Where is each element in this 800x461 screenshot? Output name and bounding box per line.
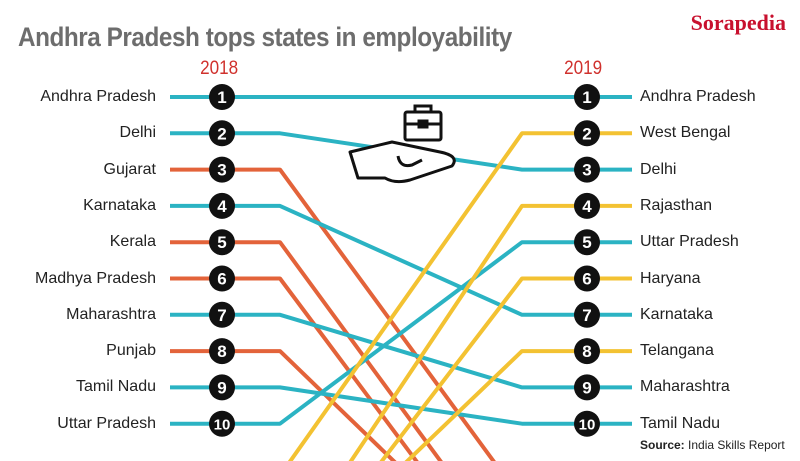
briefcase-icon — [403, 104, 443, 142]
source-text: India Skills Report — [688, 438, 785, 452]
source-label: Source: — [640, 438, 685, 452]
rank-number: 8 — [582, 342, 591, 361]
rank-number: 6 — [217, 270, 226, 289]
rank-badge-2019-6: 6 — [574, 265, 600, 292]
chart-title: Andhra Pradesh tops states in employabil… — [18, 22, 512, 52]
state-label-2019: West Bengal — [640, 124, 731, 142]
rank-badge-2018-3: 3 — [209, 156, 235, 183]
rank-badge-2018-9: 9 — [209, 374, 235, 401]
rank-badge-2018-8: 8 — [209, 338, 235, 365]
rank-number: 6 — [582, 270, 591, 289]
year-2019-label: 2019 — [564, 58, 603, 79]
rank-number: 4 — [217, 197, 227, 216]
rank-number: 5 — [217, 233, 226, 252]
state-label-2018: Uttar Pradesh — [57, 414, 156, 432]
rank-badge-2018-6: 6 — [209, 265, 235, 292]
rank-number: 3 — [582, 161, 591, 180]
rank-badge-2019-4: 4 — [574, 192, 600, 219]
line-gujarat — [170, 167, 496, 461]
rank-badge-2019-3: 3 — [574, 156, 600, 183]
line-tamil-nadu — [170, 385, 632, 426]
state-label-2019: Maharashtra — [640, 378, 730, 396]
rank-number: 5 — [582, 233, 591, 252]
state-label-2019: Delhi — [640, 160, 677, 178]
state-label-2019: Karnataka — [640, 305, 713, 323]
state-label-2019: Rajasthan — [640, 196, 713, 214]
rank-badge-2019-10: 10 — [574, 410, 600, 437]
rank-number: 7 — [217, 306, 226, 325]
state-label-2018: Maharashtra — [66, 305, 156, 323]
state-label-2018: Gujarat — [103, 160, 156, 178]
rank-number: 10 — [214, 417, 231, 434]
state-label-2018: Madhya Pradesh — [35, 269, 156, 287]
rank-badge-2019-2: 2 — [574, 120, 600, 147]
rank-badge-2019-9: 9 — [574, 374, 600, 401]
state-label-2018: Kerala — [109, 233, 156, 251]
state-label-2018: Karnataka — [83, 196, 156, 214]
rank-badge-2019-7: 7 — [574, 301, 600, 328]
rank-badge-2019-5: 5 — [574, 229, 600, 256]
open-hand-icon — [348, 140, 456, 184]
rank-number: 2 — [217, 124, 226, 143]
line-karnataka — [170, 203, 632, 317]
rank-number: 7 — [582, 306, 591, 325]
state-label-2018: Andhra Pradesh — [40, 88, 156, 105]
state-label-2018: Delhi — [119, 124, 156, 142]
state-label-2018: Tamil Nadu — [75, 378, 156, 396]
state-label-2019: Tamil Nadu — [640, 414, 721, 432]
rank-badge-2018-5: 5 — [209, 229, 235, 256]
rank-number: 2 — [582, 124, 591, 143]
rank-badge-2018-4: 4 — [209, 192, 235, 219]
rank-number: 8 — [217, 342, 226, 361]
state-label-2019: Telangana — [640, 342, 714, 360]
year-2018-label: 2018 — [200, 58, 239, 79]
rank-number: 9 — [582, 378, 591, 397]
rank-badge-2019-1: 1 — [574, 84, 600, 110]
state-label-2019: Andhra Pradesh — [640, 88, 756, 105]
state-label-2018: Punjab — [106, 342, 156, 360]
rank-number: 10 — [579, 417, 596, 434]
brand-logo: Sorapedia — [690, 10, 786, 35]
source-note: Source: India Skills Report — [640, 438, 785, 452]
rank-badge-2018-10: 10 — [209, 410, 235, 437]
line-madhya-pradesh — [170, 276, 419, 461]
rank-badge-2018-2: 2 — [209, 120, 235, 147]
line-telangana — [404, 349, 632, 461]
line-punjab — [170, 349, 397, 461]
rank-number: 3 — [217, 161, 226, 180]
rank-badge-2019-8: 8 — [574, 338, 600, 365]
rank-badge-2018-7: 7 — [209, 301, 235, 328]
line-kerala — [170, 240, 443, 461]
line-uttar-pradesh — [170, 240, 632, 426]
rank-number: 9 — [217, 378, 226, 397]
rank-number: 1 — [582, 88, 591, 107]
rank-number: 1 — [217, 88, 226, 107]
rank-number: 4 — [582, 197, 592, 216]
rank-badge-2018-1: 1 — [209, 84, 235, 110]
state-label-2019: Haryana — [640, 269, 701, 287]
state-label-2019: Uttar Pradesh — [640, 233, 739, 251]
